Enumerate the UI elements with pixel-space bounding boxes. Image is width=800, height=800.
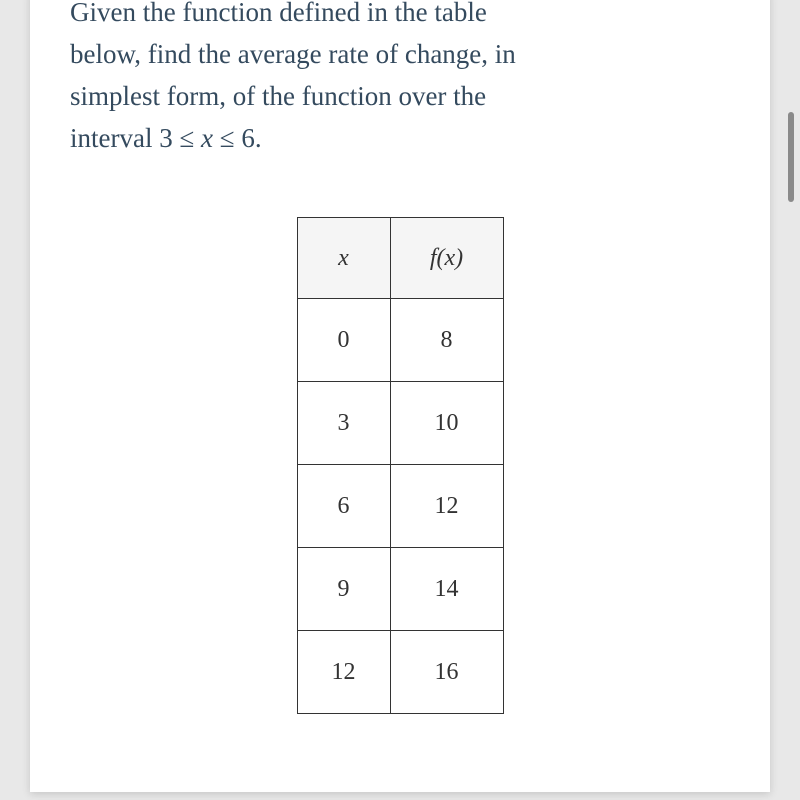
interval-math: 3 ≤ x ≤ 6 (159, 123, 255, 153)
table-header-row: x f(x) (297, 218, 503, 299)
scrollbar-thumb[interactable] (788, 112, 794, 202)
question-text: Given the function defined in the table … (70, 0, 730, 159)
question-line3: simplest form, of the function over the (70, 81, 486, 111)
question-line4-suffix: . (255, 123, 262, 153)
cell-x: 0 (297, 299, 390, 382)
cell-fx: 10 (390, 382, 503, 465)
col-header-fx: f(x) (390, 218, 503, 299)
table-wrapper: x f(x) 0 8 3 10 6 12 9 1 (70, 217, 730, 714)
table-row: 9 14 (297, 548, 503, 631)
question-line2: below, find the average rate of change, … (70, 39, 516, 69)
col-header-x: x (297, 218, 390, 299)
cell-fx: 16 (390, 631, 503, 714)
cell-fx: 14 (390, 548, 503, 631)
cell-fx: 12 (390, 465, 503, 548)
table-row: 3 10 (297, 382, 503, 465)
cell-x: 9 (297, 548, 390, 631)
cell-fx: 8 (390, 299, 503, 382)
page-card: Given the function defined in the table … (30, 0, 770, 792)
cell-x: 3 (297, 382, 390, 465)
table-row: 12 16 (297, 631, 503, 714)
table-row: 6 12 (297, 465, 503, 548)
cell-x: 12 (297, 631, 390, 714)
cell-x: 6 (297, 465, 390, 548)
table-row: 0 8 (297, 299, 503, 382)
function-table: x f(x) 0 8 3 10 6 12 9 1 (297, 217, 504, 714)
question-line4-prefix: interval (70, 123, 159, 153)
question-line1: Given the function defined in the table (70, 0, 487, 27)
